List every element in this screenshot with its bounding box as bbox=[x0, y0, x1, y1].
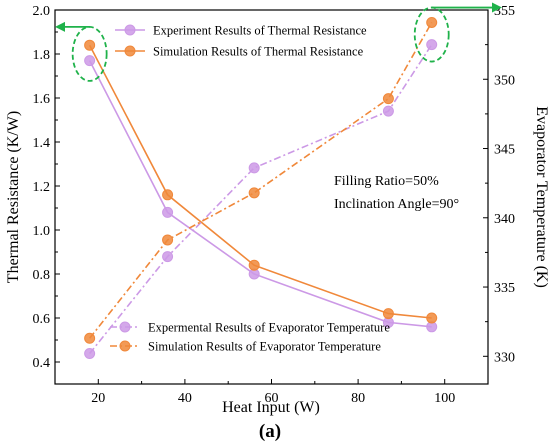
y-left-tick-label: 0.6 bbox=[33, 312, 51, 327]
y-right-tick-label: 335 bbox=[494, 281, 515, 296]
highlight-layer bbox=[55, 2, 502, 82]
series-2-point bbox=[84, 39, 96, 51]
x-tick-label: 100 bbox=[434, 391, 455, 406]
y-left-tick-label: 0.4 bbox=[33, 356, 51, 371]
y-left-tick-label: 2.0 bbox=[33, 4, 51, 19]
highlight-ellipse-right bbox=[413, 6, 450, 63]
legend-4-marker bbox=[119, 340, 131, 352]
series-4-point bbox=[248, 187, 260, 199]
y-axis-title-left: Thermal Resistance (K/W) bbox=[5, 111, 22, 283]
series-2-point bbox=[426, 312, 438, 324]
series-2-point bbox=[248, 259, 260, 271]
x-axis-title: Heat Input (W) bbox=[222, 399, 320, 416]
series-4-point bbox=[84, 332, 96, 344]
series-1-line bbox=[88, 60, 432, 328]
x-tick-label: 40 bbox=[178, 391, 192, 406]
x-tick-label: 80 bbox=[351, 391, 365, 406]
x-tick-label: 60 bbox=[265, 391, 279, 406]
legend-3-label: Expermental Results of Evaporator Temper… bbox=[148, 321, 390, 335]
y-left-tick-label: 1.6 bbox=[33, 92, 51, 107]
annotation-inclination-angle: Inclination Angle=90° bbox=[334, 197, 459, 212]
series-1-point bbox=[162, 206, 174, 218]
arrow-left-head bbox=[55, 21, 65, 32]
series-4-point bbox=[382, 93, 394, 105]
y-axis-title-right: Evaporator Temperature (K) bbox=[533, 106, 550, 288]
y-right-tick-label: 330 bbox=[494, 350, 515, 365]
series-3-point bbox=[84, 348, 96, 360]
arrow-right-head bbox=[492, 2, 502, 13]
legend-3-marker bbox=[119, 321, 131, 333]
legend-layer: Experiment Results of Thermal Resistance… bbox=[110, 24, 390, 354]
panel-label: (a) bbox=[259, 421, 281, 442]
series-3-point bbox=[426, 39, 438, 51]
series-4-point bbox=[162, 234, 174, 246]
series-layer bbox=[84, 16, 438, 360]
y-left-tick-label: 1.4 bbox=[33, 136, 51, 151]
legend-4-label: Simulation Results of Evaporator Tempera… bbox=[148, 340, 381, 354]
series-1-point bbox=[84, 55, 96, 67]
series-3-point bbox=[248, 162, 260, 174]
y-left-tick-label: 0.8 bbox=[33, 268, 51, 283]
y-left-tick-label: 1.0 bbox=[33, 224, 51, 239]
x-tick-label: 20 bbox=[91, 391, 105, 406]
series-2-point bbox=[162, 189, 174, 201]
y-left-tick-label: 1.8 bbox=[33, 48, 51, 63]
y-right-tick-label: 340 bbox=[494, 212, 515, 227]
legend-2-label: Simulation Results of Thermal Resistance bbox=[153, 45, 364, 59]
series-3-point bbox=[162, 251, 174, 263]
annotation-filling-ratio: Filling Ratio=50% bbox=[334, 174, 439, 189]
legend-1-label: Experiment Results of Thermal Resistance bbox=[153, 24, 367, 38]
y-left-tick-label: 1.2 bbox=[33, 180, 51, 195]
highlight-ellipse-left bbox=[71, 26, 108, 82]
legend-1-marker bbox=[124, 24, 136, 36]
y-right-tick-label: 345 bbox=[494, 143, 515, 158]
series-4-point bbox=[426, 16, 438, 28]
ticks-layer: 20 40 60 80 100 0.4 0.6 0.8 1.0 1.2 1.4 1.6 1.8 2.0 33… bbox=[33, 4, 516, 406]
series-3-line bbox=[89, 44, 433, 355]
series-3-point bbox=[382, 105, 394, 117]
y-right-tick-label: 350 bbox=[494, 73, 515, 88]
legend-2-marker bbox=[124, 45, 136, 57]
series-2-point bbox=[382, 308, 394, 320]
